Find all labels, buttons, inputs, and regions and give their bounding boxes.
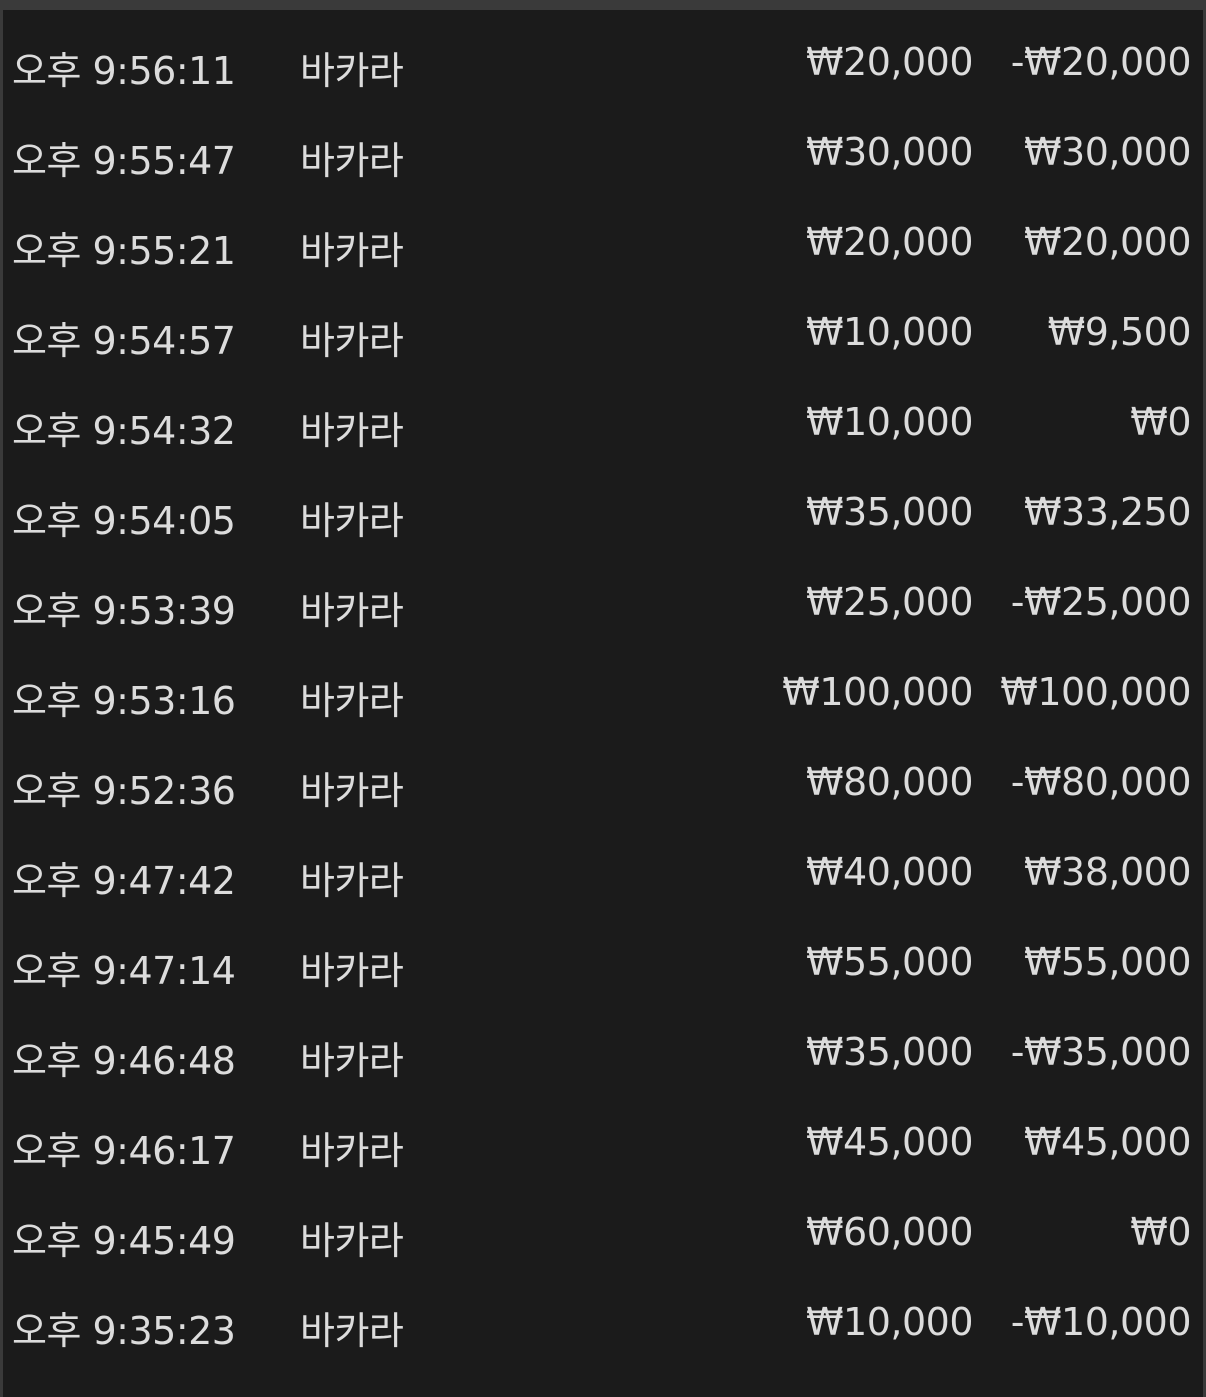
right-border — [1203, 0, 1206, 1397]
game-name: 바카라 — [300, 769, 404, 813]
result-amount: ₩38,000 — [1023, 850, 1192, 894]
list-item[interactable]: 오후 9:35:23 바카라 ₩10,000 -₩10,000 — [3, 1278, 1203, 1368]
game-name: 바카라 — [300, 859, 404, 903]
game-name: 바카라 — [300, 1219, 404, 1263]
game-name: 바카라 — [300, 229, 404, 273]
time-label: 오후 9:56:11 — [12, 49, 236, 93]
list-item[interactable]: 오후 9:53:39 바카라 ₩25,000 -₩25,000 — [3, 558, 1203, 648]
bet-amount: ₩35,000 — [805, 490, 974, 534]
result-amount: -₩10,000 — [1010, 1300, 1192, 1344]
result-amount: ₩45,000 — [1023, 1120, 1192, 1164]
result-amount: -₩35,000 — [1010, 1030, 1192, 1074]
time-label: 오후 9:53:16 — [12, 679, 236, 723]
time-label: 오후 9:35:23 — [12, 1309, 236, 1353]
time-label: 오후 9:47:42 — [12, 859, 236, 903]
time-label: 오후 9:46:48 — [12, 1039, 236, 1083]
game-name: 바카라 — [300, 319, 404, 363]
bet-amount: ₩10,000 — [805, 400, 974, 444]
time-label: 오후 9:54:57 — [12, 319, 236, 363]
time-label: 오후 9:54:05 — [12, 499, 236, 543]
game-name: 바카라 — [300, 1129, 404, 1173]
result-amount: ₩33,250 — [1023, 490, 1192, 534]
time-label: 오후 9:45:49 — [12, 1219, 236, 1263]
game-name: 바카라 — [300, 139, 404, 183]
result-amount: ₩100,000 — [1000, 670, 1191, 714]
top-border — [0, 0, 1206, 10]
result-amount: ₩20,000 — [1023, 220, 1192, 264]
list-item[interactable]: 오후 9:53:16 바카라 ₩100,000 ₩100,000 — [3, 648, 1203, 738]
bet-amount: ₩55,000 — [805, 940, 974, 984]
time-label: 오후 9:46:17 — [12, 1129, 236, 1173]
result-amount: -₩25,000 — [1010, 580, 1192, 624]
game-name: 바카라 — [300, 679, 404, 723]
list-item[interactable]: 오후 9:54:05 바카라 ₩35,000 ₩33,250 — [3, 468, 1203, 558]
game-name: 바카라 — [300, 499, 404, 543]
bet-amount: ₩10,000 — [805, 1300, 974, 1344]
result-amount: ₩30,000 — [1023, 130, 1192, 174]
time-label: 오후 9:47:14 — [12, 949, 236, 993]
bet-amount: ₩35,000 — [805, 1030, 974, 1074]
time-label: 오후 9:54:32 — [12, 409, 236, 453]
bet-amount: ₩40,000 — [805, 850, 974, 894]
bet-amount: ₩30,000 — [805, 130, 974, 174]
bet-history-list: 오후 9:56:11 바카라 ₩20,000 -₩20,000 오후 9:55:47 바카… — [3, 18, 1203, 1368]
bet-amount: ₩80,000 — [805, 760, 974, 804]
game-name: 바카라 — [300, 49, 404, 93]
list-item[interactable]: 오후 9:54:32 바카라 ₩10,000 ₩0 — [3, 378, 1203, 468]
time-label: 오후 9:52:36 — [12, 769, 236, 813]
list-item[interactable]: 오후 9:46:17 바카라 ₩45,000 ₩45,000 — [3, 1098, 1203, 1188]
result-amount: ₩9,500 — [1047, 310, 1192, 354]
list-item[interactable]: 오후 9:54:57 바카라 ₩10,000 ₩9,500 — [3, 288, 1203, 378]
result-amount: -₩20,000 — [1010, 40, 1192, 84]
game-name: 바카라 — [300, 589, 404, 633]
bet-amount: ₩45,000 — [805, 1120, 974, 1164]
list-item[interactable]: 오후 9:46:48 바카라 ₩35,000 -₩35,000 — [3, 1008, 1203, 1098]
list-item[interactable]: 오후 9:45:49 바카라 ₩60,000 ₩0 — [3, 1188, 1203, 1278]
list-item[interactable]: 오후 9:47:42 바카라 ₩40,000 ₩38,000 — [3, 828, 1203, 918]
list-item[interactable]: 오후 9:55:47 바카라 ₩30,000 ₩30,000 — [3, 108, 1203, 198]
list-item[interactable]: 오후 9:56:11 바카라 ₩20,000 -₩20,000 — [3, 18, 1203, 108]
time-label: 오후 9:55:21 — [12, 229, 236, 273]
list-item[interactable]: 오후 9:55:21 바카라 ₩20,000 ₩20,000 — [3, 198, 1203, 288]
game-name: 바카라 — [300, 409, 404, 453]
list-item[interactable]: 오후 9:47:14 바카라 ₩55,000 ₩55,000 — [3, 918, 1203, 1008]
bet-amount: ₩20,000 — [805, 220, 974, 264]
time-label: 오후 9:55:47 — [12, 139, 236, 183]
left-border — [0, 0, 3, 1397]
bet-amount: ₩100,000 — [782, 670, 973, 714]
result-amount: ₩0 — [1130, 400, 1191, 444]
bet-amount: ₩60,000 — [805, 1210, 974, 1254]
bet-amount: ₩20,000 — [805, 40, 974, 84]
game-name: 바카라 — [300, 1309, 404, 1353]
result-amount: ₩55,000 — [1023, 940, 1192, 984]
result-amount: ₩0 — [1130, 1210, 1191, 1254]
bet-amount: ₩25,000 — [805, 580, 974, 624]
list-item[interactable]: 오후 9:52:36 바카라 ₩80,000 -₩80,000 — [3, 738, 1203, 828]
game-name: 바카라 — [300, 949, 404, 993]
game-name: 바카라 — [300, 1039, 404, 1083]
bet-amount: ₩10,000 — [805, 310, 974, 354]
result-amount: -₩80,000 — [1010, 760, 1192, 804]
time-label: 오후 9:53:39 — [12, 589, 236, 633]
